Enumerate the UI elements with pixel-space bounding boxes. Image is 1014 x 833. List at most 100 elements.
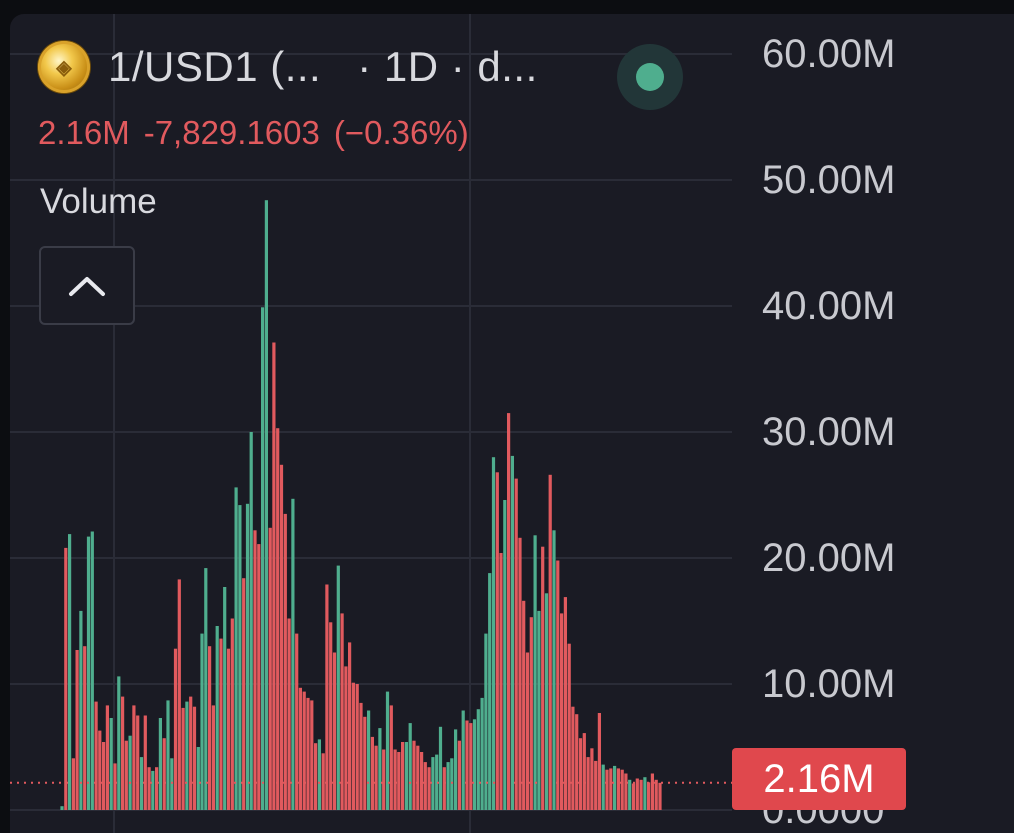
volume-bar	[548, 474, 552, 810]
volume-bar	[480, 697, 484, 810]
volume-bar	[234, 487, 238, 810]
volume-bar	[495, 472, 499, 810]
volume-bar	[571, 706, 575, 810]
volume-bar	[412, 740, 416, 810]
volume-bar	[544, 593, 549, 810]
live-dot-icon	[636, 63, 664, 91]
coin-logo-icon: ◈	[38, 41, 90, 93]
volume-bar	[620, 769, 624, 810]
collapse-button[interactable]	[39, 246, 135, 325]
volume-bar	[465, 720, 469, 810]
volume-bar	[245, 503, 250, 810]
volume-bar	[631, 783, 636, 810]
volume-bar	[192, 706, 197, 810]
volume-bar	[393, 749, 397, 810]
volume-bar	[616, 768, 620, 810]
volume-bar	[155, 767, 159, 810]
volume-bar	[586, 757, 590, 810]
volume-bar	[257, 544, 261, 810]
volume-bar	[454, 729, 458, 810]
volume-bar	[310, 700, 314, 810]
volume-bar	[83, 646, 87, 810]
volume-chart[interactable]	[10, 14, 1014, 833]
chevron-up-icon	[69, 276, 105, 296]
volume-bar	[457, 740, 461, 810]
volume-bar	[189, 696, 193, 810]
volume-bar	[575, 714, 579, 810]
volume-bar	[427, 767, 431, 810]
volume-bar	[647, 782, 651, 810]
y-tick-label: 50.00M	[762, 158, 896, 202]
volume-bar	[348, 642, 352, 810]
volume-bar	[302, 691, 306, 810]
volume-bar	[525, 652, 530, 810]
volume-bar	[461, 710, 465, 810]
volume-stats: 2.16M -7,829.1603 (−0.36%)	[38, 114, 483, 152]
volume-bar	[601, 764, 605, 810]
volume-bar	[609, 768, 613, 810]
volume-bar	[541, 546, 545, 810]
volume-bar	[162, 738, 166, 810]
volume-bar	[147, 767, 151, 810]
volume-bar	[105, 705, 109, 810]
volume-bar	[261, 307, 265, 810]
volume-bar	[359, 702, 363, 810]
volume-bar	[223, 587, 227, 810]
volume-bar	[628, 779, 632, 810]
volume-bar	[113, 763, 117, 810]
volume-bar	[499, 553, 503, 810]
volume-change: -7,829.1603	[143, 114, 320, 151]
volume-bar	[94, 701, 98, 810]
volume-bar	[594, 760, 598, 810]
volume-bar	[446, 762, 450, 810]
symbol-label[interactable]: 1/USD1 (...	[108, 43, 322, 90]
volume-bar	[374, 745, 378, 810]
volume-bar	[253, 530, 257, 810]
volume-bar	[643, 777, 647, 810]
volume-bar	[329, 622, 333, 810]
volume-bar	[355, 684, 359, 810]
volume-bar	[397, 752, 401, 810]
volume-bar	[382, 749, 386, 810]
chart-panel: ◈ 1/USD1 (... · 1D · d... 2.16M -7,829.16…	[10, 14, 1014, 833]
volume-bar	[128, 735, 132, 810]
volume-bar	[654, 779, 658, 810]
volume-bar	[340, 613, 344, 810]
volume-bar	[624, 773, 628, 810]
volume-bar	[556, 560, 560, 810]
volume-bar	[181, 707, 185, 810]
volume-bar	[469, 723, 473, 810]
volume-bar	[552, 530, 556, 810]
volume-bar	[226, 648, 231, 810]
volume-bar	[522, 600, 526, 810]
volume-bar	[529, 617, 533, 810]
volume-bar	[438, 726, 443, 810]
y-tick-label: 60.00M	[762, 32, 896, 76]
volume-bar	[442, 767, 446, 810]
volume-bar	[488, 573, 492, 810]
volume-bar	[98, 730, 102, 810]
volume-bar	[306, 697, 310, 810]
volume-bar	[401, 742, 405, 810]
volume-bar	[450, 758, 454, 810]
volume-bar	[639, 779, 643, 810]
volume-bar	[102, 742, 106, 810]
volume-bar	[514, 478, 518, 810]
volume-bar	[325, 584, 329, 810]
volume-bar	[635, 778, 639, 810]
volume-bar	[283, 513, 287, 810]
volume-bar	[64, 547, 68, 810]
volume-bar	[597, 713, 601, 810]
volume-bar	[158, 718, 162, 810]
volume-bar	[503, 500, 507, 810]
volume-bar	[109, 718, 113, 810]
volume-bar	[166, 700, 170, 810]
volume-bar	[211, 705, 215, 810]
current-value-tag: 2.16M	[732, 748, 906, 810]
volume-bar	[510, 455, 514, 810]
interval-label[interactable]: · 1D · d...	[357, 43, 538, 90]
chart-header: ◈ 1/USD1 (... · 1D · d...	[38, 36, 738, 98]
volume-bar	[416, 745, 420, 810]
volume-bar	[132, 705, 136, 810]
volume-bar	[68, 534, 72, 810]
